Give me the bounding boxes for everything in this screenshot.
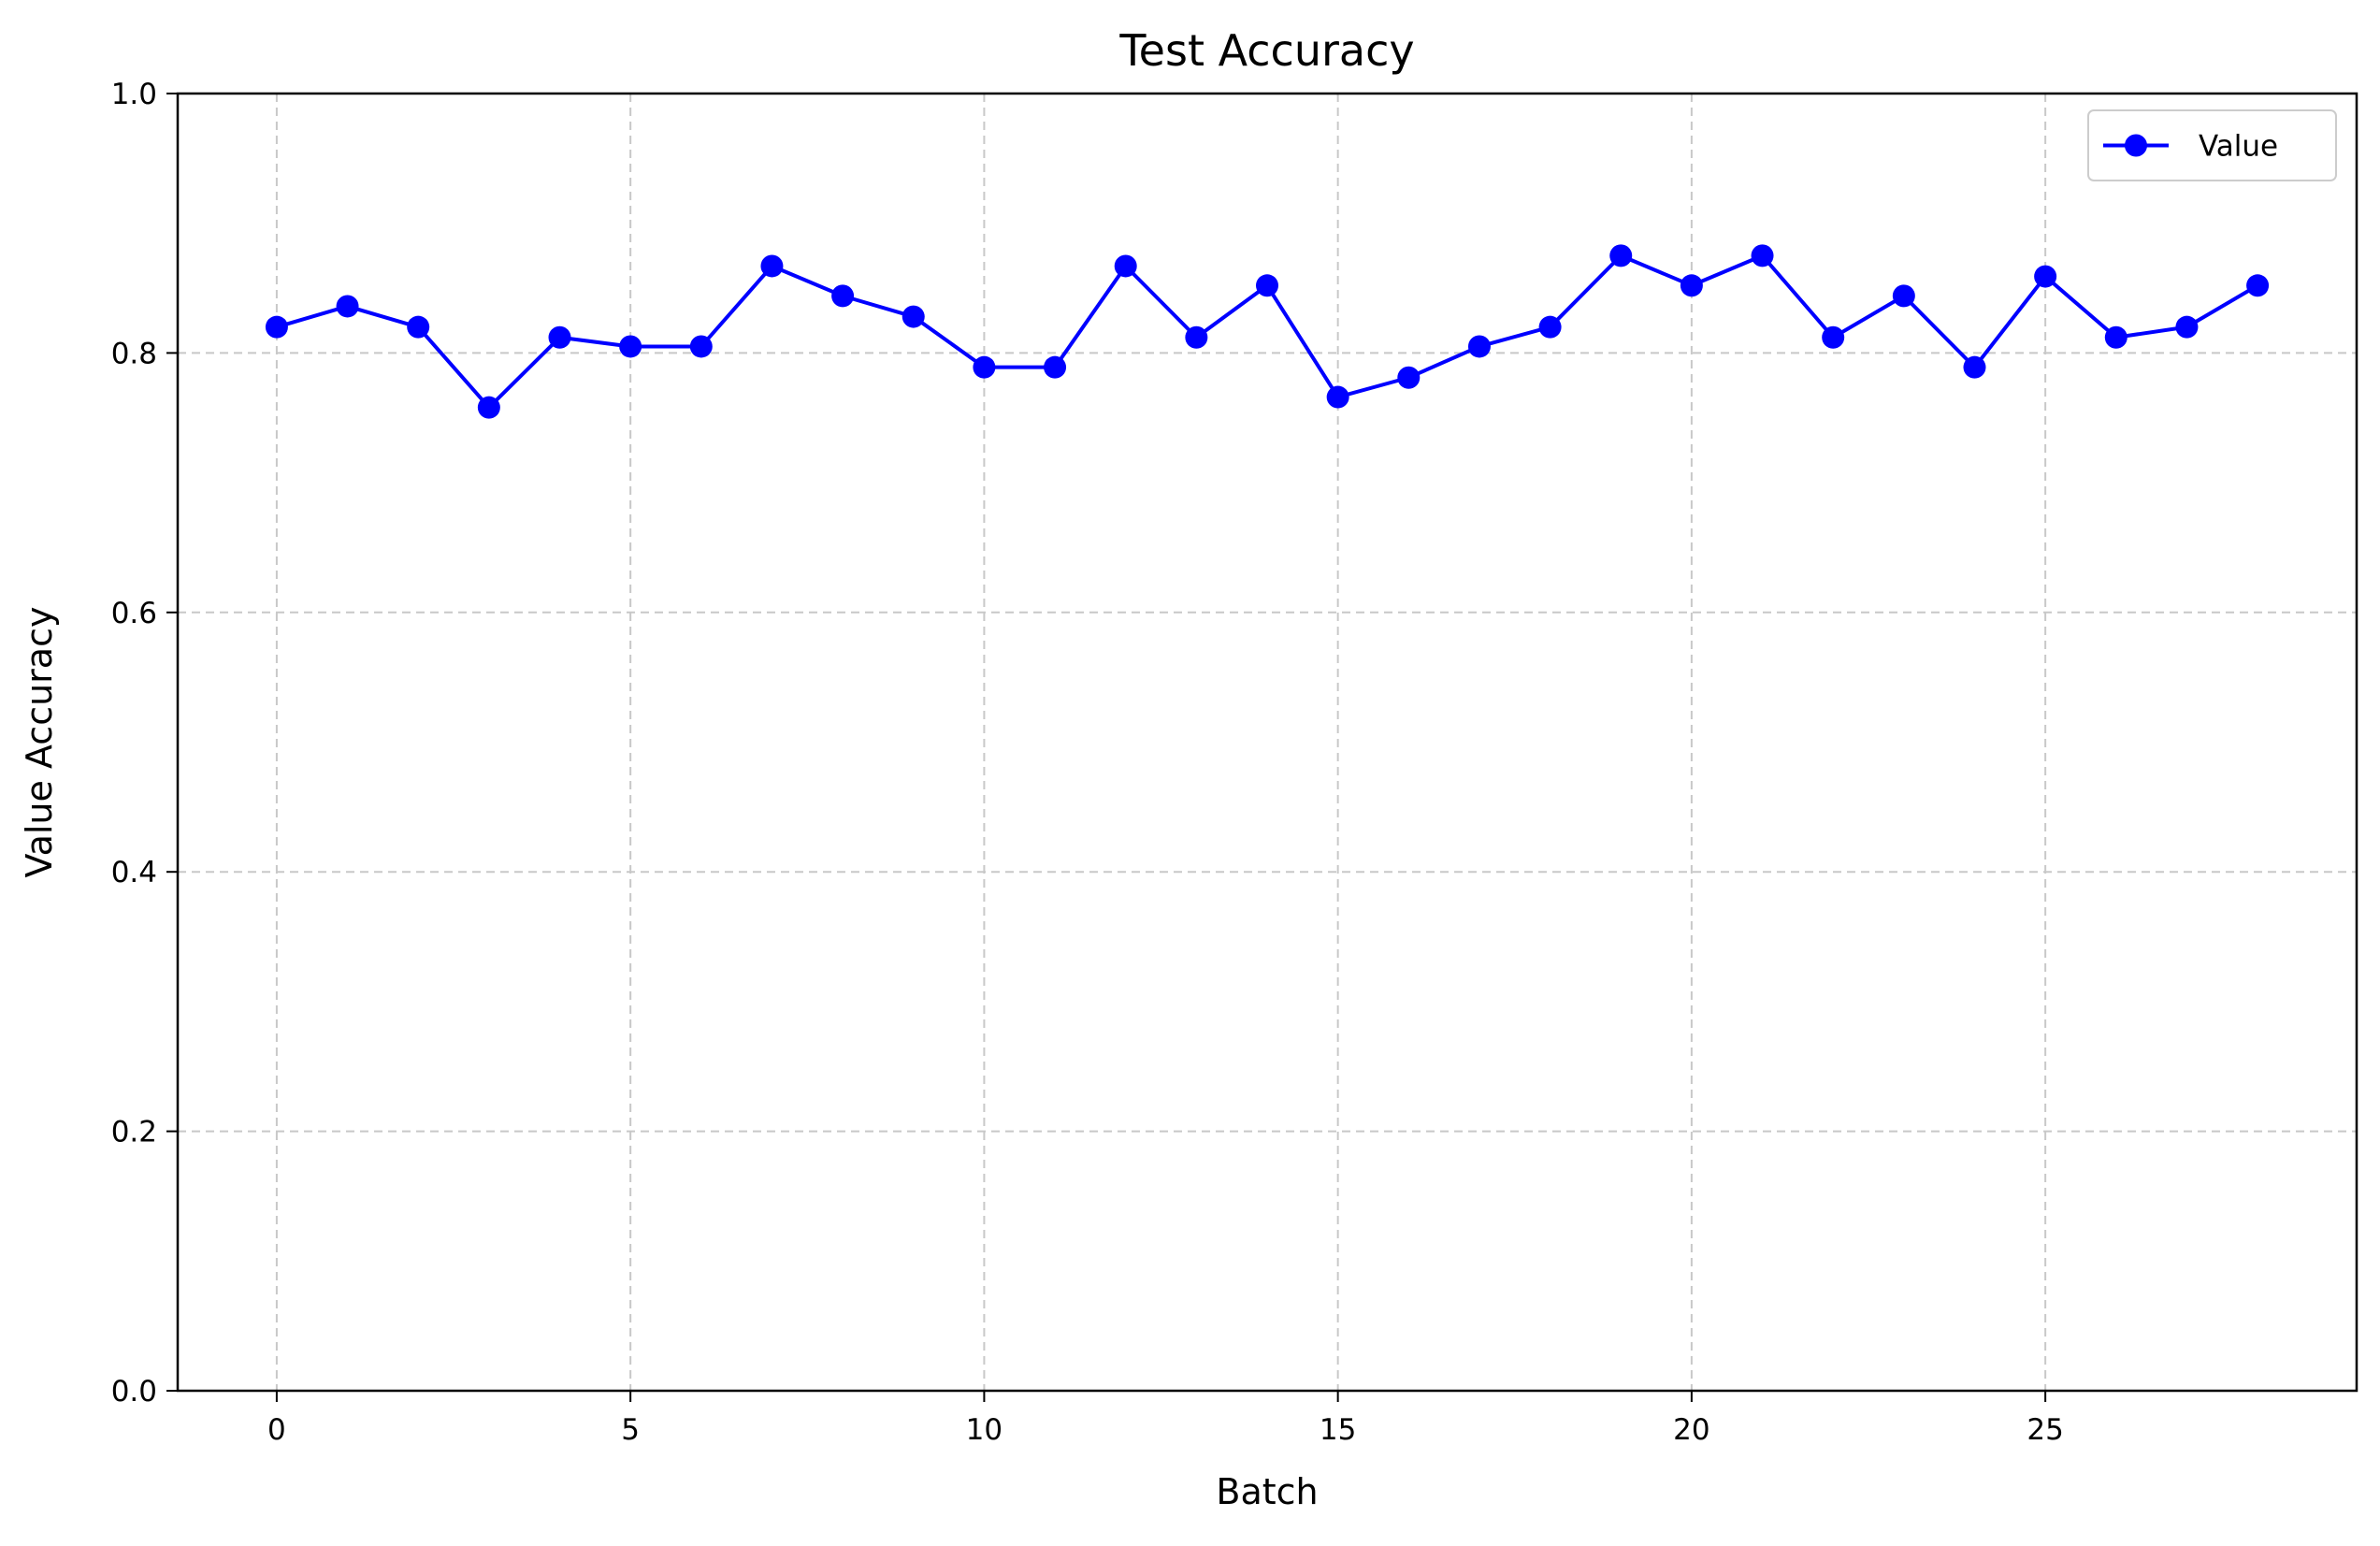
- y-axis-ticks: 0.0 0.2 0.4 0.6 0.8 1.0: [111, 78, 178, 1409]
- data-point: [2246, 274, 2270, 297]
- data-point: [2175, 315, 2199, 339]
- data-point: [902, 305, 925, 328]
- data-point: [1892, 284, 1915, 308]
- y-tick-label: 0.8: [111, 337, 157, 370]
- plot-area-frame: [176, 92, 2358, 1393]
- data-point: [619, 335, 642, 358]
- x-tick-label: 5: [621, 1413, 640, 1447]
- data-point: [2034, 265, 2057, 288]
- x-axis-label: Batch: [1216, 1471, 1318, 1512]
- data-point: [1963, 355, 1986, 379]
- legend-box: [2087, 109, 2337, 181]
- y-axis-label: Value Accuracy: [19, 607, 60, 878]
- data-point: [1326, 385, 1349, 409]
- data-point: [1609, 244, 1633, 267]
- y-tick-label: 0.2: [111, 1116, 157, 1149]
- x-tick-label: 25: [2027, 1413, 2063, 1447]
- data-point: [1822, 325, 1845, 349]
- chart-title: Test Accuracy: [1118, 25, 1414, 76]
- data-point: [548, 325, 571, 349]
- data-point: [1751, 244, 1774, 267]
- data-point: [1538, 315, 1562, 339]
- data-point: [1256, 274, 1278, 297]
- data-point: [2104, 325, 2128, 349]
- legend: Value: [2087, 109, 2337, 181]
- y-tick-label: 0.0: [111, 1375, 157, 1409]
- legend-label: Value: [2199, 130, 2278, 164]
- y-tick-label: 0.6: [111, 597, 157, 630]
- data-series: [265, 244, 2270, 419]
- data-point: [831, 284, 855, 308]
- data-point: [336, 295, 359, 318]
- x-tick-label: 20: [1673, 1413, 1709, 1447]
- y-tick-label: 1.0: [111, 78, 157, 111]
- x-axis-ticks: 0 5 10 15 20 25: [267, 1391, 2064, 1447]
- data-point: [1185, 325, 1208, 349]
- data-point: [1680, 274, 1703, 297]
- data-point: [1397, 366, 1421, 389]
- x-tick-label: 0: [267, 1413, 286, 1447]
- x-tick-label: 15: [1320, 1413, 1356, 1447]
- data-point: [973, 355, 996, 379]
- y-tick-label: 0.4: [111, 856, 157, 889]
- data-point: [265, 315, 288, 339]
- data-point: [1467, 335, 1491, 358]
- x-tick-label: 10: [966, 1413, 1002, 1447]
- data-point: [1114, 254, 1137, 278]
- data-point: [689, 335, 713, 358]
- data-point: [407, 315, 430, 339]
- data-point: [477, 396, 500, 419]
- legend-marker-swatch: [2125, 134, 2147, 157]
- data-point: [1044, 355, 1067, 379]
- data-point: [760, 254, 784, 278]
